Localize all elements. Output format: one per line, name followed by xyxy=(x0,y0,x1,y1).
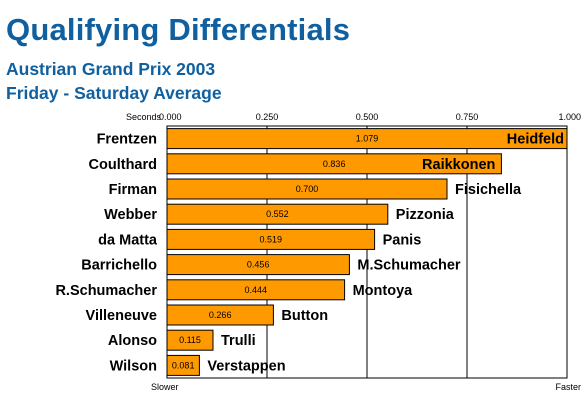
bar-value-label: 1.079 xyxy=(356,134,379,144)
tick-label: 0.250 xyxy=(256,112,279,122)
faster-label: Faster xyxy=(555,382,581,392)
chart-subtitle-race: Austrian Grand Prix 2003 xyxy=(6,59,216,79)
bar-value-label: 0.456 xyxy=(247,260,270,270)
category-label: da Matta xyxy=(98,232,158,248)
bar xyxy=(166,254,350,276)
bar xyxy=(166,203,389,225)
opponent-label: M.Schumacher xyxy=(357,258,460,274)
opponent-label: Raikkonen xyxy=(422,157,495,173)
tick-label: 0.500 xyxy=(356,112,379,122)
bar-value-label: 0.700 xyxy=(296,184,319,194)
category-label: R.Schumacher xyxy=(55,283,157,299)
bar-value-label: 0.115 xyxy=(179,335,201,345)
tick-label: 0.750 xyxy=(456,112,479,122)
bar-value-label: 0.836 xyxy=(323,159,346,169)
category-label: Coulthard xyxy=(89,157,157,173)
bar xyxy=(166,279,346,301)
category-label: Firman xyxy=(109,182,157,198)
opponent-label: Montoya xyxy=(353,283,414,299)
axis-unit-label: Seconds xyxy=(126,112,162,122)
opponent-label: Panis xyxy=(383,232,422,248)
bar xyxy=(166,304,274,326)
opponent-label: Verstappen xyxy=(207,358,285,374)
category-label: Webber xyxy=(104,207,157,223)
bar-value-label: 0.552 xyxy=(266,209,289,219)
bar xyxy=(166,128,568,150)
opponent-label: Fisichella xyxy=(455,182,522,198)
chart-subtitle-session: Friday - Saturday Average xyxy=(6,83,222,103)
bar xyxy=(166,329,214,351)
category-label: Villeneuve xyxy=(86,308,157,324)
bar-value-label: 0.519 xyxy=(260,234,283,244)
opponent-label: Heidfeld xyxy=(507,132,564,148)
opponent-label: Pizzonia xyxy=(396,207,455,223)
bar xyxy=(166,178,448,200)
category-label: Wilson xyxy=(110,358,157,374)
bar-value-label: 0.266 xyxy=(209,310,232,320)
bar xyxy=(166,228,376,250)
bar xyxy=(166,153,502,175)
opponent-label: Trulli xyxy=(221,333,256,349)
category-label: Alonso xyxy=(108,333,157,349)
bar xyxy=(166,354,200,376)
tick-label: 0.000 xyxy=(159,112,182,122)
slower-label: Slower xyxy=(151,382,179,392)
category-label: Frentzen xyxy=(97,132,157,148)
bar-value-label: 0.081 xyxy=(172,360,195,370)
tick-label: 1.000 xyxy=(558,112,581,122)
chart-title: Qualifying Differentials xyxy=(6,12,351,47)
bar-value-label: 0.444 xyxy=(245,285,268,295)
opponent-label: Button xyxy=(281,308,328,324)
category-label: Barrichello xyxy=(81,258,157,274)
